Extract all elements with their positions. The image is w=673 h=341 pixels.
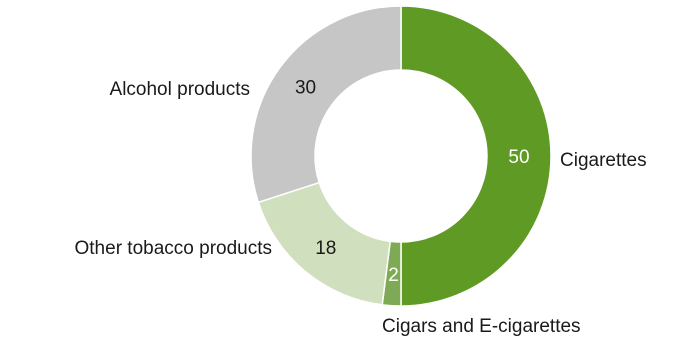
labels-layer: 50 Cigarettes 2 Cigars and E-cigarettes 18 Ot…	[75, 78, 647, 337]
value-label-cigarettes: 50	[508, 147, 529, 168]
slice-alcohol-products	[250, 5, 402, 204]
slice-cigarettes	[400, 5, 552, 307]
value-label-cigars-and-e-cigarettes: 2	[388, 265, 399, 286]
value-label-alcohol-products: 30	[295, 78, 316, 99]
category-label-cigars-and-e-cigarettes: Cigars and E-cigarettes	[382, 316, 581, 337]
category-label-other-tobacco-products: Other tobacco products	[75, 238, 273, 259]
category-label-alcohol-products: Alcohol products	[110, 79, 250, 100]
value-label-other-tobacco-products: 18	[315, 238, 336, 259]
slices-layer	[250, 5, 552, 307]
category-label-cigarettes: Cigarettes	[560, 150, 647, 171]
